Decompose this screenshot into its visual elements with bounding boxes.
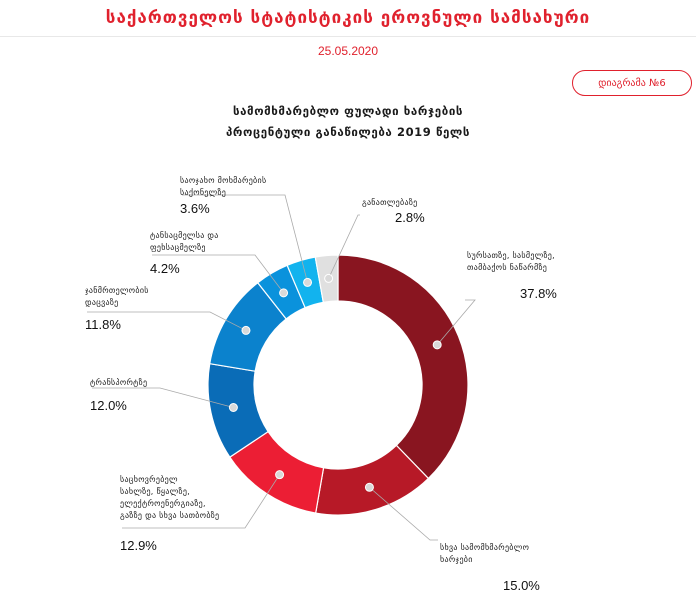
slice-label-2-line-1: სახლზე, წყალზე, <box>120 486 190 496</box>
slice-label-4-line-0: ჯანმრთელობის <box>85 285 149 295</box>
slice-label-0-line-0: სურსათზე, სასმელზე, <box>467 250 555 260</box>
leader-line-7 <box>328 214 360 279</box>
leader-line-1 <box>369 486 438 541</box>
slice-label-5-line-1: ფეხსაცმელზე <box>150 242 206 252</box>
leader-dot-0 <box>432 340 442 350</box>
slice-label-3-line-0: ტრანსპორტზე <box>90 377 147 387</box>
slice-label-5-line-0: ტანსაცმელსა და <box>150 230 219 240</box>
slice-value-3: 12.0% <box>90 398 127 413</box>
slice-value-1: 15.0% <box>503 578 540 593</box>
slice-label-0-line-1: თამბაქოს ნაწარმზე <box>467 262 547 272</box>
leader-dot-1 <box>364 482 374 492</box>
slice-label-2-line-0: საცხოვრებელ <box>120 474 178 484</box>
slice-label-6-line-0: საოჯახო მოხმარების <box>180 175 266 185</box>
leader-dot-7 <box>324 273 334 283</box>
diagram-number-button[interactable]: დიაგრამა №6 <box>572 70 692 96</box>
leader-line-3 <box>92 387 234 408</box>
leader-line-6 <box>182 194 308 283</box>
chart-title-line-1: სამომხმარებლო ფულადი ხარჯების <box>232 104 464 118</box>
slice-value-6: 3.6% <box>180 201 210 216</box>
donut-slice-0 <box>337 254 469 480</box>
slice-value-0: 37.8% <box>520 286 557 301</box>
slice-label-6-line-1: საქონელზე <box>180 187 226 197</box>
publication-date: 25.05.2020 <box>317 44 379 58</box>
chart-title-line-2: პროცენტული განაწილება 2019 წელს <box>225 125 471 139</box>
page-title: საქართველოს სტატისტიკის ეროვნული სამსახუ… <box>105 8 591 28</box>
leader-dot-4 <box>241 325 251 335</box>
slice-label-4-line-1: დაცვაზე <box>85 297 119 307</box>
slice-label-7-line-0: განათლებაზე <box>362 197 418 207</box>
slice-label-1-line-1: ხარჯები <box>440 554 473 564</box>
leader-dot-2 <box>275 470 285 480</box>
leader-dot-6 <box>303 277 313 287</box>
slice-label-2-line-3: გაზზე და სხვა სათბობზე <box>120 510 219 520</box>
slice-value-5: 4.2% <box>150 261 180 276</box>
slice-value-4: 11.8% <box>85 317 121 332</box>
leader-dot-5 <box>279 288 289 298</box>
leader-line-0 <box>436 299 476 346</box>
leader-dot-3 <box>228 402 238 412</box>
leader-line-2 <box>122 474 280 529</box>
leader-line-5 <box>152 254 284 294</box>
leader-line-4 <box>87 311 247 331</box>
slice-value-7: 2.8% <box>395 210 425 225</box>
slice-label-1-line-0: სხვა სამომხმარებლო <box>440 542 529 552</box>
slice-value-2: 12.9% <box>120 538 157 553</box>
header-divider <box>0 36 696 37</box>
slice-label-2-line-2: ელექტროენერგიაზე, <box>120 498 206 508</box>
